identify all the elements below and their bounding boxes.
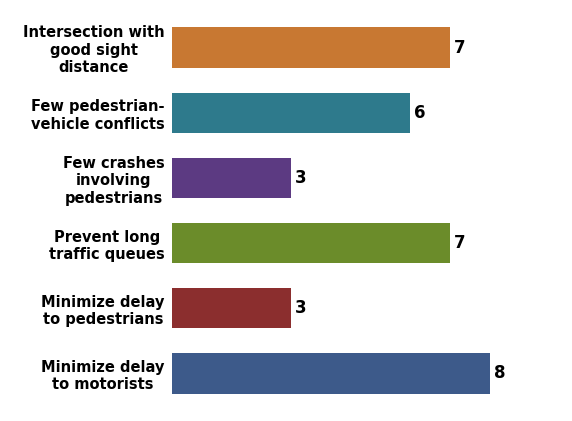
Bar <box>172 288 291 328</box>
Bar <box>172 27 450 68</box>
Bar <box>172 158 291 198</box>
Bar <box>172 223 450 263</box>
Text: 6: 6 <box>414 104 426 122</box>
Text: 7: 7 <box>454 39 466 56</box>
Bar <box>172 353 490 394</box>
Text: 3: 3 <box>295 299 307 317</box>
Text: 8: 8 <box>494 365 506 382</box>
Bar <box>172 93 410 133</box>
Text: 7: 7 <box>454 234 466 252</box>
Text: 3: 3 <box>295 169 307 187</box>
